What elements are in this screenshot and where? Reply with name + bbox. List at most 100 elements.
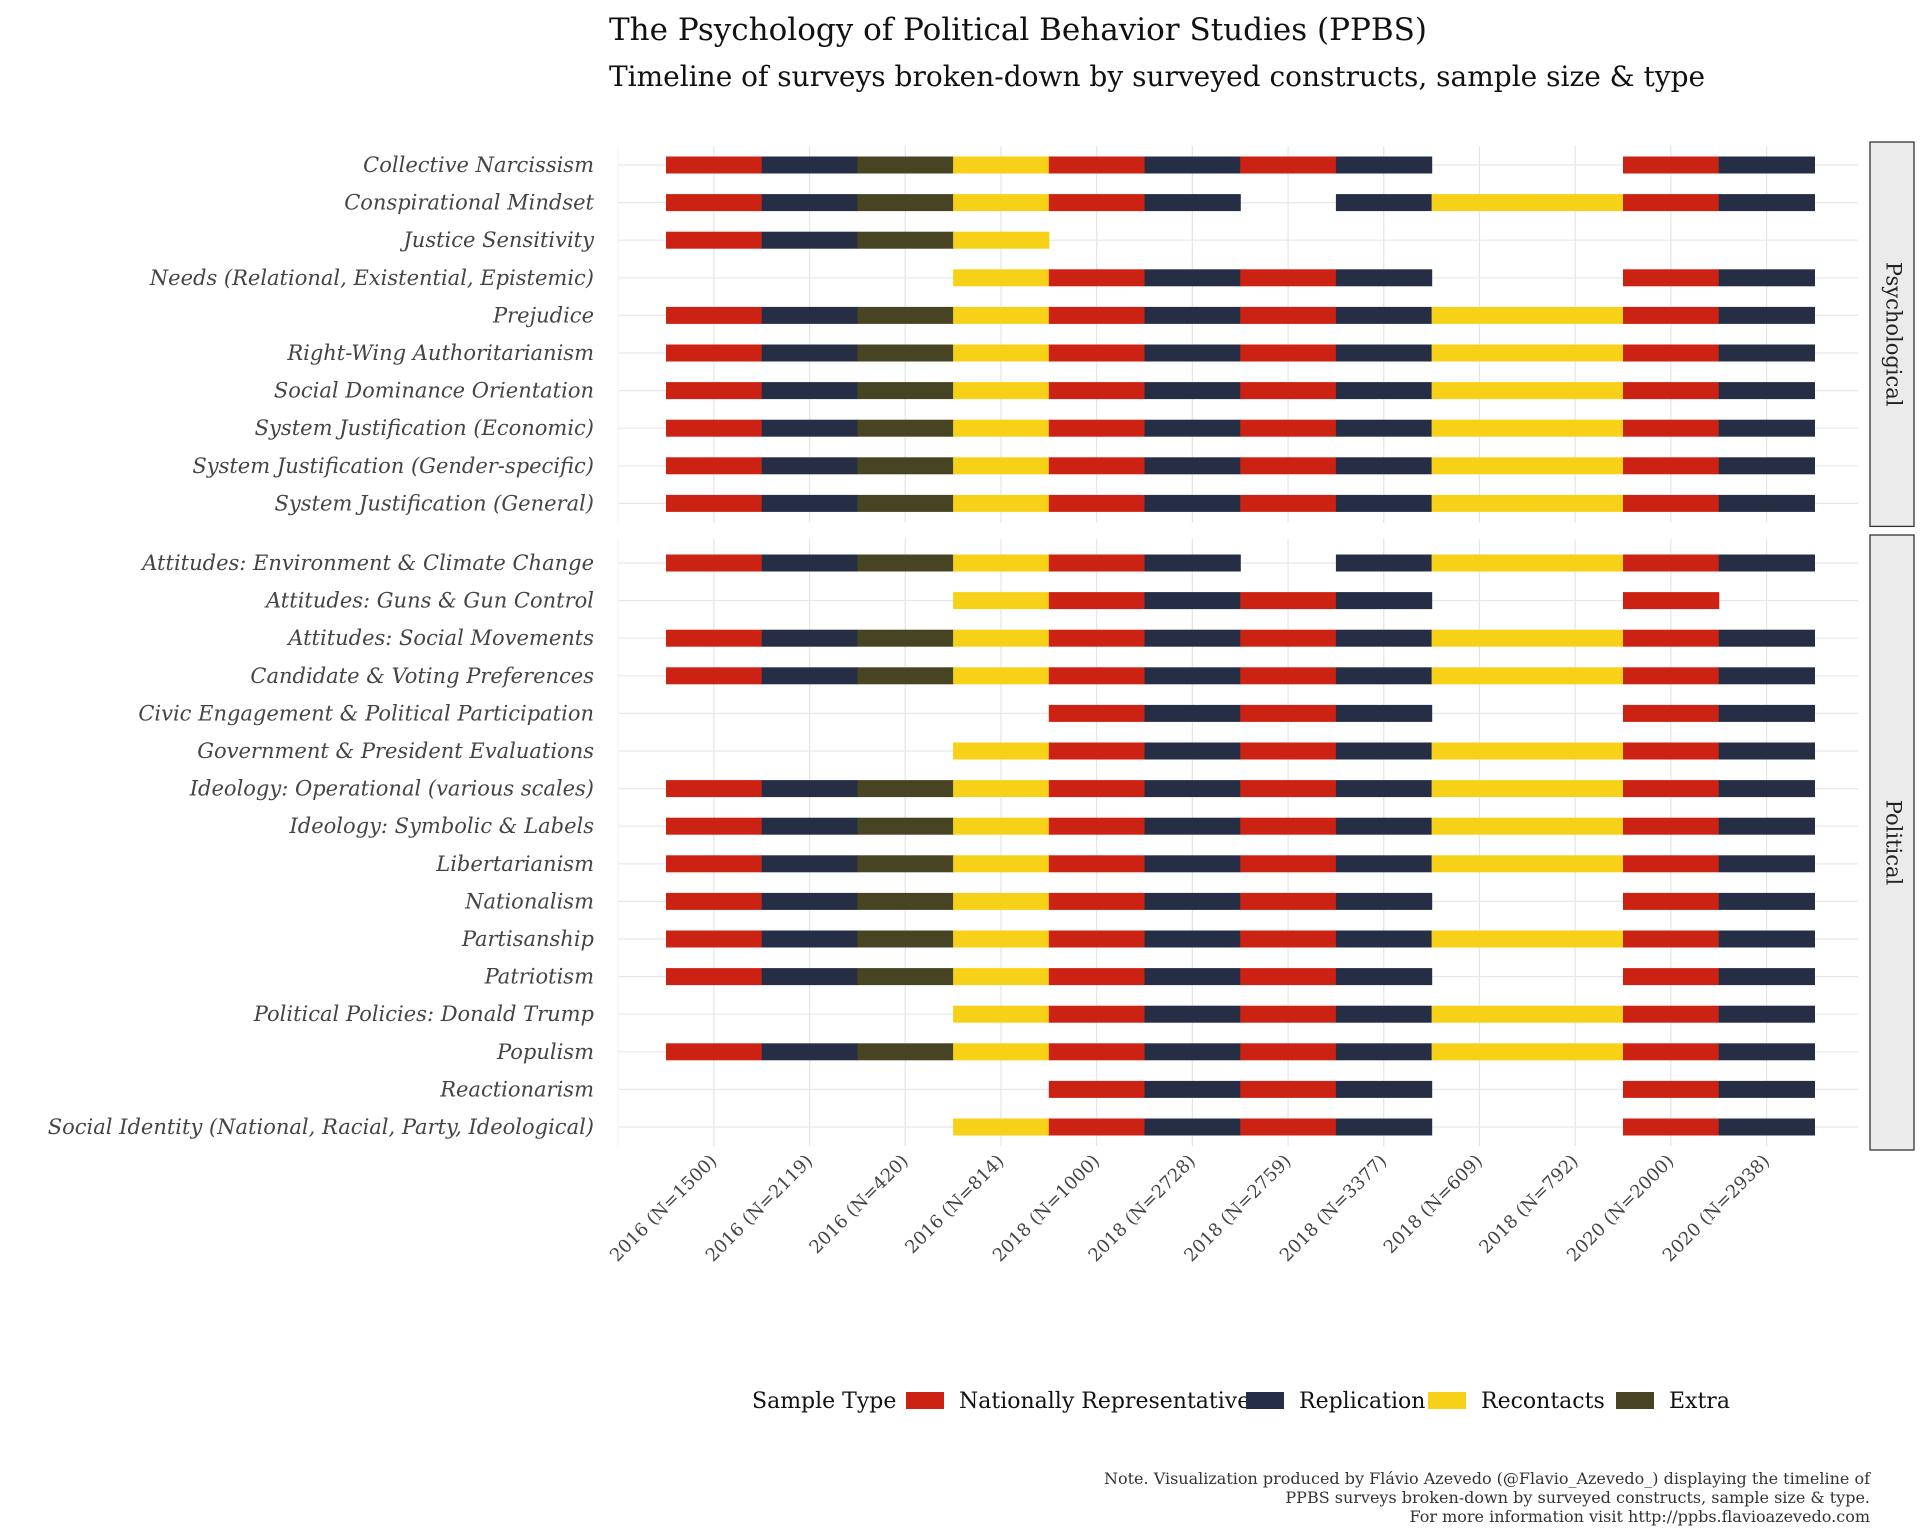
survey-bar: [1623, 494, 1720, 512]
survey-bar: [1144, 667, 1241, 685]
survey-bar: [1335, 780, 1433, 798]
legend: Sample Type Nationally Representative Repl…: [752, 1389, 1730, 1414]
survey-bar: [953, 269, 1050, 287]
survey-bar: [953, 592, 1050, 610]
survey-bar: [857, 554, 954, 572]
survey-bar: [1048, 629, 1146, 647]
row-label: Right-Wing Authoritarianism: [286, 341, 594, 365]
survey-bar: [666, 419, 763, 437]
survey-bar: [1431, 780, 1528, 798]
survey-bar: [1335, 382, 1433, 400]
survey-bar: [1048, 306, 1146, 324]
survey-bar: [953, 780, 1050, 798]
note-line: PPBS surveys broken-down by surveyed con…: [1285, 1488, 1870, 1507]
survey-bar: [1718, 382, 1815, 400]
survey-bar: [1048, 344, 1146, 362]
survey-bar: [857, 892, 954, 910]
survey-bar: [1048, 457, 1146, 475]
facet-strips: Psychological Political: [1869, 141, 1915, 1151]
bar-layer: [666, 156, 1815, 1136]
survey-bar: [1718, 780, 1815, 798]
survey-bar: [1048, 1043, 1146, 1061]
survey-bar: [1048, 667, 1146, 685]
survey-bar: [1527, 306, 1624, 324]
survey-bar: [1335, 269, 1433, 287]
x-tick-label: 2018 (N=792): [1475, 1151, 1582, 1258]
survey-bar: [1335, 742, 1433, 760]
survey-bar: [666, 494, 763, 512]
survey-bar: [666, 457, 763, 475]
survey-bar: [1240, 855, 1337, 873]
survey-bar: [857, 780, 954, 798]
survey-bar: [1144, 494, 1241, 512]
survey-bar: [953, 629, 1050, 647]
survey-bar: [761, 629, 858, 647]
survey-bar: [666, 1043, 763, 1061]
survey-bar: [1144, 1043, 1241, 1061]
survey-bar: [1623, 1118, 1720, 1136]
survey-bar: [1048, 1118, 1146, 1136]
survey-bar: [1335, 817, 1433, 835]
survey-bar: [1527, 419, 1624, 437]
x-tick-label: 2018 (N=609): [1380, 1151, 1487, 1258]
survey-bar: [1623, 968, 1720, 986]
survey-bar: [857, 194, 954, 212]
facet-strip-label: Political: [1882, 800, 1906, 886]
survey-bar: [1718, 742, 1815, 760]
survey-bar: [1144, 968, 1241, 986]
facet-strip: [1869, 534, 1915, 1151]
survey-bar: [1048, 382, 1146, 400]
survey-bar: [953, 419, 1050, 437]
survey-bar: [1431, 855, 1528, 873]
survey-bar: [761, 667, 858, 685]
survey-bar: [1144, 780, 1241, 798]
survey-bar: [1431, 494, 1528, 512]
survey-bar: [857, 457, 954, 475]
survey-bar: [1240, 1080, 1337, 1098]
survey-bar: [1335, 892, 1433, 910]
survey-bar: [1335, 592, 1433, 610]
survey-bar: [1527, 382, 1624, 400]
survey-bar: [1527, 855, 1624, 873]
survey-bar: [1240, 419, 1337, 437]
survey-bar: [1431, 930, 1528, 948]
survey-bar: [1718, 554, 1815, 572]
row-label: System Justification (Gender-specific): [192, 454, 594, 478]
survey-bar: [1335, 930, 1433, 948]
survey-bar: [1718, 457, 1815, 475]
survey-bar: [1048, 742, 1146, 760]
survey-bar: [761, 231, 858, 249]
survey-bar: [953, 382, 1050, 400]
row-label: Civic Engagement & Political Participati…: [138, 701, 594, 725]
survey-bar: [1048, 554, 1146, 572]
survey-bar: [1240, 892, 1337, 910]
row-label: Government & President Evaluations: [197, 739, 594, 763]
survey-bar: [761, 382, 858, 400]
row-label: Ideology: Symbolic & Labels: [288, 814, 594, 838]
survey-bar: [1623, 457, 1720, 475]
survey-bar: [761, 968, 858, 986]
survey-bar: [761, 1043, 858, 1061]
survey-bar: [1240, 1005, 1337, 1023]
chart-subtitle: Timeline of surveys broken-down by surve…: [609, 60, 1705, 93]
survey-bar: [1144, 1118, 1241, 1136]
survey-bar: [1718, 1043, 1815, 1061]
survey-bar: [1240, 156, 1337, 174]
survey-bar: [1335, 419, 1433, 437]
survey-bar: [1240, 1118, 1337, 1136]
row-label: Attitudes: Social Movements: [286, 626, 594, 650]
legend-key: [1616, 1392, 1654, 1409]
survey-bar: [953, 968, 1050, 986]
x-tick-label: 2018 (N=3377): [1276, 1151, 1391, 1266]
survey-bar: [666, 231, 763, 249]
survey-bar: [1144, 306, 1241, 324]
survey-bar: [1240, 742, 1337, 760]
legend-key: [1428, 1392, 1466, 1409]
survey-bar: [857, 231, 954, 249]
survey-bar: [1048, 855, 1146, 873]
survey-bar: [1240, 592, 1337, 610]
survey-bar: [1623, 306, 1720, 324]
survey-bar: [1240, 704, 1337, 722]
legend-label: Nationally Representative: [959, 1389, 1250, 1414]
survey-bar: [1527, 457, 1624, 475]
